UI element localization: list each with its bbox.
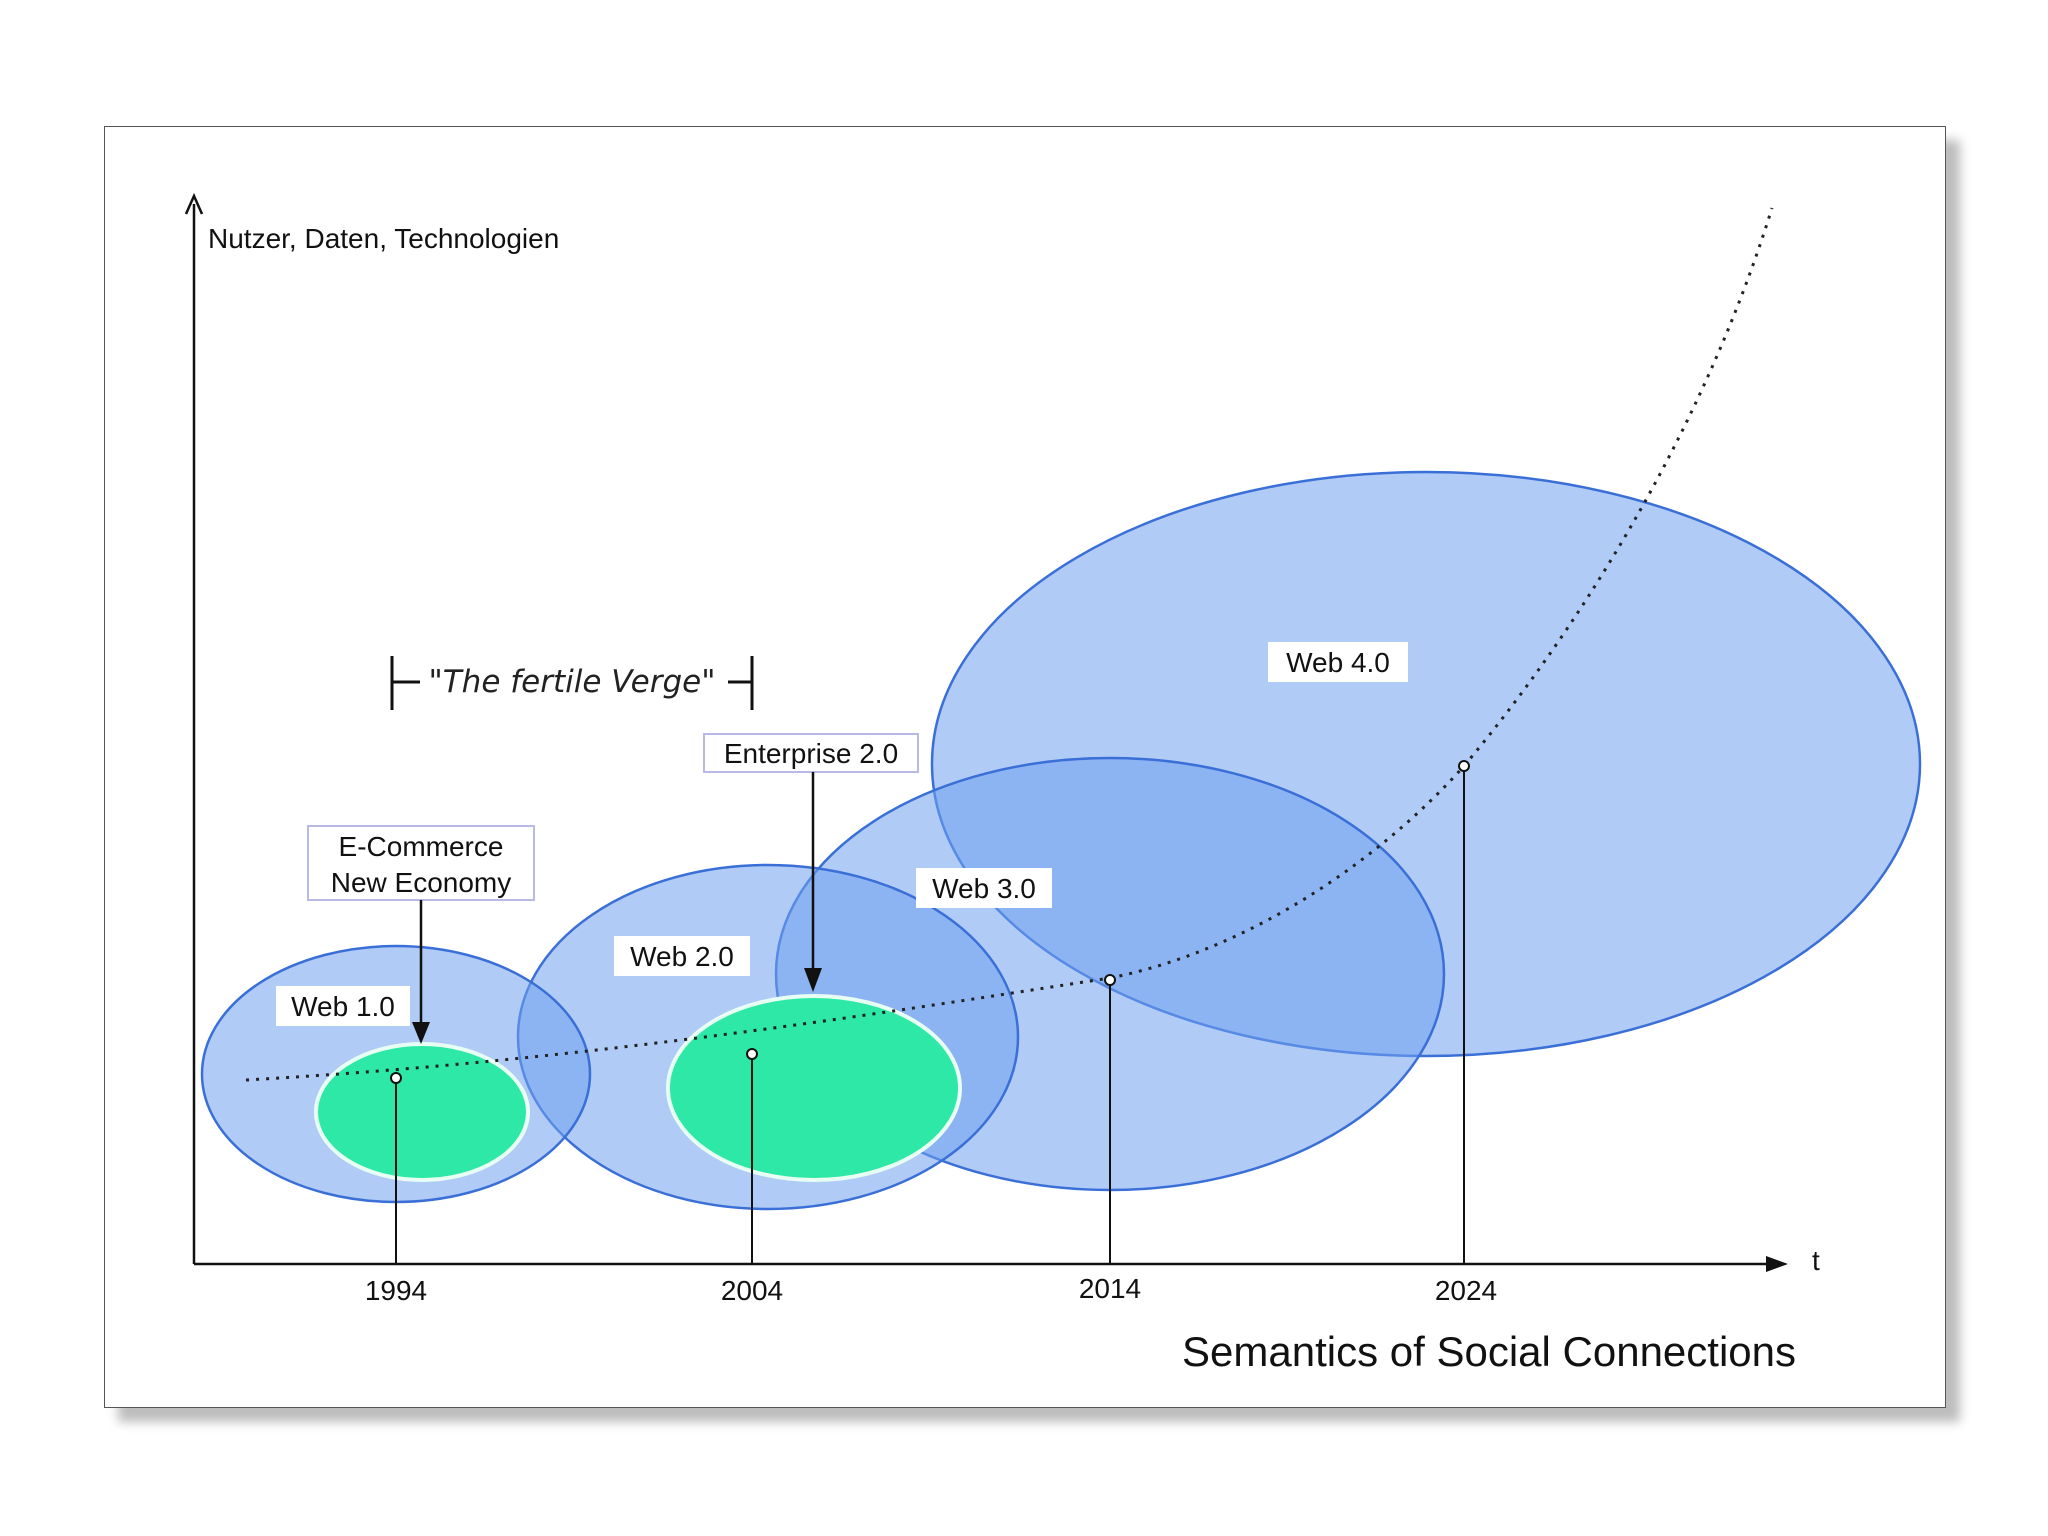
marker-point-1994 <box>390 1072 402 1084</box>
marker-point-2004 <box>746 1048 758 1060</box>
y-axis-arrowhead <box>184 192 204 215</box>
web4-label-box <box>1268 642 1408 682</box>
marker-point-2024 <box>1458 760 1470 772</box>
x-axis-arrowhead <box>1766 1256 1788 1272</box>
web2-label: Web 2.0 <box>630 941 734 972</box>
ecommerce-label-line1: E-Commerce <box>339 831 504 862</box>
enterprise-green-bubble <box>666 994 962 1182</box>
tick-1994: 1994 <box>365 1275 427 1306</box>
web3-label: Web 3.0 <box>932 873 1036 904</box>
x-axis-label: t <box>1812 1245 1820 1276</box>
enterprise-callout-box <box>703 733 919 773</box>
web1-label-box <box>276 986 410 1026</box>
web3-label-box <box>916 868 1052 908</box>
marker-point-2014 <box>1104 974 1116 986</box>
enterprise-label: Enterprise 2.0 <box>724 738 898 769</box>
ecommerce-green-bubble <box>314 1042 530 1182</box>
diagram-caption: Semantics of Social Connections <box>1182 1328 1796 1375</box>
tick-2024: 2024 <box>1435 1275 1497 1306</box>
web1-label: Web 1.0 <box>291 991 395 1022</box>
ecommerce-label-line2: New Economy <box>331 867 512 898</box>
web4-label: Web 4.0 <box>1286 647 1390 678</box>
y-axis-label: Nutzer, Daten, Technologien <box>208 223 559 254</box>
web2-label-box <box>614 936 750 976</box>
enterprise-arrowhead <box>804 968 822 992</box>
ecommerce-arrowhead <box>412 1022 430 1044</box>
verge-label: "The fertile Verge" <box>428 664 715 700</box>
tick-2014: 2014 <box>1079 1273 1141 1304</box>
ecommerce-callout-box <box>307 825 535 901</box>
tick-2004: 2004 <box>721 1275 783 1306</box>
